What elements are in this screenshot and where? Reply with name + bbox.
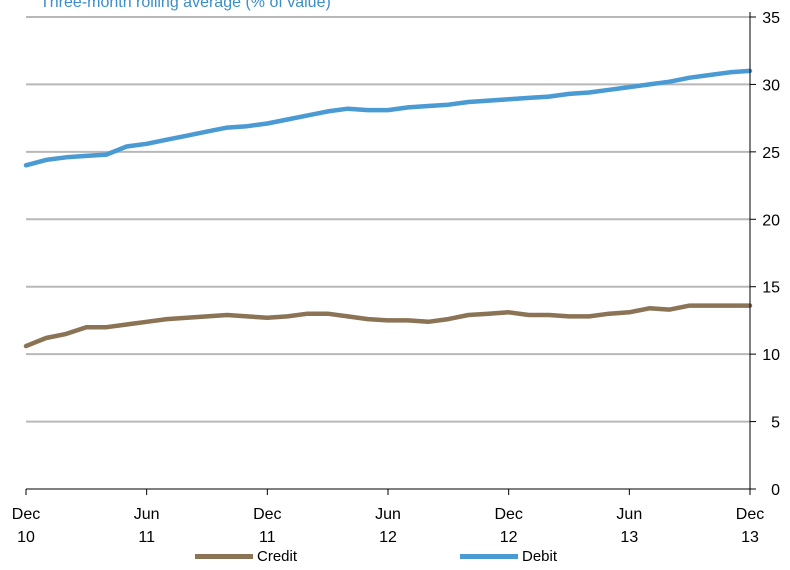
- x-tick-label-month: Jun: [134, 506, 160, 523]
- series-lines: [23, 68, 753, 349]
- x-axis-ticks: Dec 10 Jun 11 Dec 11 Jun 12 Dec 12 Jun 13 Dec 13: [12, 489, 764, 546]
- x-tick-label-year: 12: [379, 529, 397, 546]
- chart-title: Three-month rolling average (% of value): [40, 0, 331, 11]
- y-tick-label: 25: [762, 145, 780, 162]
- gridlines: [26, 16, 750, 423]
- y-tick-label: 15: [762, 280, 780, 297]
- legend-label-credit: Credit: [257, 548, 298, 565]
- x-tick-label-month: Jun: [616, 506, 642, 523]
- y-tick-label: 10: [762, 347, 780, 364]
- y-tick-label: 20: [762, 212, 780, 229]
- legend-swatch-debit: [460, 554, 518, 559]
- y-tick-label: 5: [771, 415, 780, 432]
- x-tick-label-month: Jun: [375, 506, 401, 523]
- x-tick-label-month: Dec: [253, 506, 281, 523]
- series-line-credit: [23, 303, 753, 349]
- legend-label-debit: Debit: [522, 548, 558, 565]
- x-tick-label-year: 10: [17, 529, 35, 546]
- series-line-debit: [23, 68, 753, 168]
- x-tick-label-year: 13: [741, 529, 759, 546]
- x-tick-label-year: 11: [259, 529, 276, 546]
- x-tick-label-month: Dec: [494, 506, 522, 523]
- x-tick-label-year: 11: [138, 529, 155, 546]
- line-chart: 0 5 10 15 20 25 30 35 Dec 10 Jun 11 Dec 11 Jun 12 Dec 12…: [12, 10, 780, 546]
- y-tick-label: 30: [762, 77, 780, 94]
- legend-swatch-credit: [195, 554, 253, 559]
- legend: Credit Debit: [0, 548, 790, 570]
- legend-item-credit: Credit: [195, 548, 297, 565]
- y-tick-label: 0: [771, 482, 780, 499]
- x-tick-label-month: Dec: [736, 506, 764, 523]
- x-tick-label-year: 12: [500, 529, 518, 546]
- y-tick-label: 35: [762, 10, 780, 27]
- x-tick-label-month: Dec: [12, 506, 40, 523]
- x-tick-label-year: 13: [620, 529, 638, 546]
- legend-item-debit: Debit: [460, 548, 557, 565]
- y-axis-ticks: 0 5 10 15 20 25 30 35: [750, 10, 780, 499]
